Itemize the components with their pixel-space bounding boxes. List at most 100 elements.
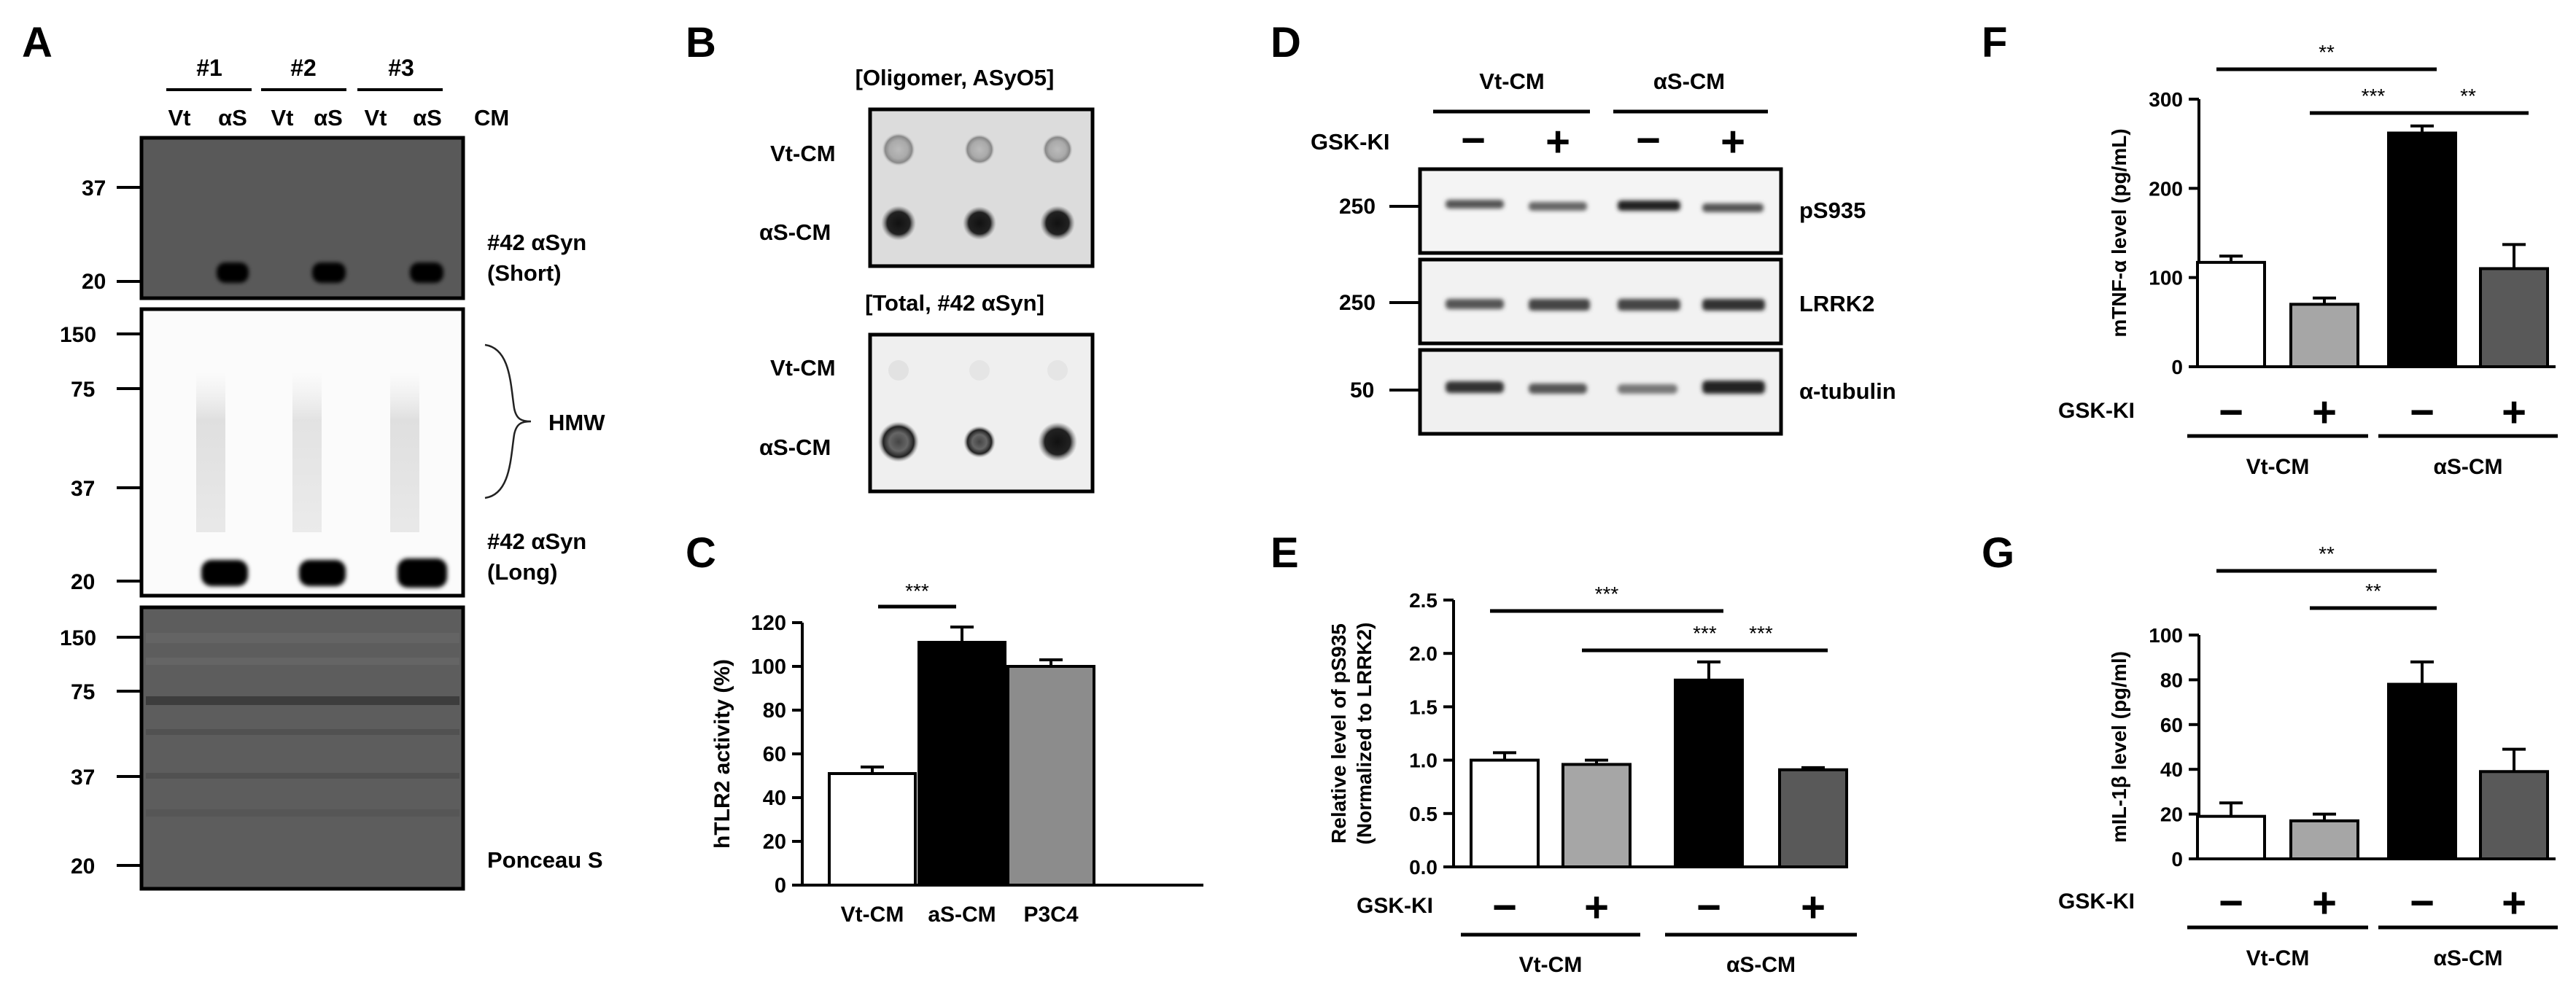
y-tick-label: 2.5 — [1409, 589, 1438, 612]
band — [1702, 203, 1764, 212]
band — [1446, 200, 1504, 209]
oligomer-title: [Oligomer, ASyO5] — [856, 65, 1055, 90]
bar — [1470, 758, 1540, 868]
panel-e-letter: E — [1270, 529, 1299, 577]
dot — [881, 206, 916, 241]
lane-label: αS — [413, 105, 442, 131]
ponceau-band — [146, 809, 459, 817]
bar — [1674, 678, 1744, 868]
sign: + — [1545, 118, 1570, 166]
x-tick-label: Vt-CM — [841, 903, 904, 927]
mw-marker: 250 — [1339, 291, 1376, 315]
group-label: Vt-CM — [2246, 455, 2310, 479]
chart-e: 0.0 0.5 1.0 1.5 2.0 2.5 Relative level of pS93… — [1327, 583, 1857, 977]
y-tick-label: 0 — [775, 874, 786, 898]
significance-label: ** — [2365, 580, 2381, 602]
y-tick-label: 80 — [2160, 669, 2183, 691]
y-tick-label: 1.5 — [1409, 696, 1438, 718]
mw-marker: 50 — [1350, 378, 1374, 402]
row-label: Vt-CM — [770, 355, 836, 381]
y-tick-label: 40 — [2160, 758, 2183, 781]
bar — [828, 772, 917, 887]
bar — [2196, 814, 2266, 861]
ponceau-band — [146, 729, 459, 735]
y-tick-label: 100 — [2149, 624, 2183, 647]
y-tick-label: 0.5 — [1409, 803, 1438, 825]
panel-b: B [Oligomer, ASyO5] Vt-CM αS-CM [Total, … — [686, 19, 1095, 494]
chart-c: 0 20 40 60 80 100 120 hTLR2 activity (%) Vt-CM aS… — [710, 580, 1203, 927]
blot-ponceau — [139, 605, 465, 891]
sample-label-1: #1 — [196, 55, 222, 81]
dot — [878, 421, 919, 462]
panel-g-letter: G — [1982, 529, 2014, 577]
dot — [963, 206, 996, 240]
significance-label: *** — [1749, 622, 1773, 645]
y-axis-label: (Normalized to LRRK2) — [1353, 623, 1376, 845]
y-tick-label: 300 — [2149, 88, 2183, 111]
significance-label: *** — [905, 580, 929, 602]
mw-marker: 150 — [60, 323, 96, 347]
sign: − — [1636, 117, 1661, 164]
y-tick-label: 200 — [2149, 177, 2183, 200]
ponceau-band — [146, 773, 459, 779]
band-short — [312, 262, 346, 283]
band — [1446, 299, 1504, 309]
band — [1446, 381, 1504, 393]
panel-c-letter: C — [686, 529, 716, 577]
lane-label: αS — [314, 105, 343, 131]
dot — [882, 133, 915, 166]
ponceau-band — [146, 633, 459, 643]
dot — [969, 360, 990, 381]
bar — [2387, 682, 2457, 860]
blot-short — [139, 136, 465, 300]
significance-label: ** — [2460, 85, 2476, 107]
band — [1529, 299, 1590, 311]
panel-c: C 0 20 40 60 80 100 120 hTLR2 activity (%) Vt-CM… — [686, 529, 1203, 927]
sample-label-3: #3 — [388, 55, 414, 81]
panel-d: D Vt-CM αS-CM GSK-KI − + − + 250 pS935 2… — [1270, 19, 1896, 436]
long-label: (Long) — [487, 559, 557, 585]
bar — [2479, 770, 2549, 861]
treatment-label: GSK-KI — [1357, 894, 1433, 918]
panel-d-letter: D — [1270, 19, 1301, 66]
treatment-sign: + — [2312, 389, 2337, 436]
dot — [1042, 134, 1073, 165]
y-tick-label: 100 — [751, 655, 786, 679]
treatment-sign: − — [2219, 389, 2243, 436]
mw-marker: 250 — [1339, 195, 1376, 219]
band-long — [201, 560, 248, 586]
dot-blot-total — [868, 332, 1095, 494]
mw-marker: 37 — [71, 766, 95, 790]
x-tick-label: P3C4 — [1023, 903, 1078, 927]
mw-marker: 75 — [71, 378, 95, 402]
group-label: Vt-CM — [2246, 946, 2310, 970]
band-long — [299, 560, 346, 586]
band — [1529, 384, 1587, 394]
short-label: (Short) — [487, 260, 562, 286]
y-axis-label: hTLR2 activity (%) — [710, 659, 734, 849]
treatment-sign: + — [1584, 884, 1609, 931]
dot — [1047, 360, 1068, 381]
mw-marker: 20 — [71, 854, 95, 879]
y-tick-label: 60 — [763, 743, 786, 766]
y-tick-label: 1.0 — [1409, 750, 1438, 772]
treatment-label: GSK-KI — [1311, 129, 1390, 155]
cm-label: CM — [474, 105, 509, 131]
blot-label: α-tubulin — [1799, 378, 1896, 404]
bar — [2196, 260, 2266, 368]
y-tick-label: 0.0 — [1409, 856, 1438, 879]
group-label: αS-CM — [2433, 455, 2502, 479]
treatment-sign: + — [2312, 879, 2337, 927]
lane-label: Vt — [365, 105, 387, 131]
bar — [1006, 665, 1095, 887]
y-tick-label: 40 — [763, 787, 786, 810]
significance-label: ** — [2319, 542, 2335, 565]
bar — [2387, 131, 2457, 368]
chart-f: 0 100 200 300 mTNF-α level (pg/mL) GSK-KI − + − +… — [2058, 41, 2558, 479]
mw-marker: 37 — [82, 176, 106, 200]
bar — [2479, 267, 2549, 368]
panel-f-letter: F — [1982, 19, 2007, 66]
dot — [888, 360, 909, 381]
band-long — [397, 558, 447, 588]
